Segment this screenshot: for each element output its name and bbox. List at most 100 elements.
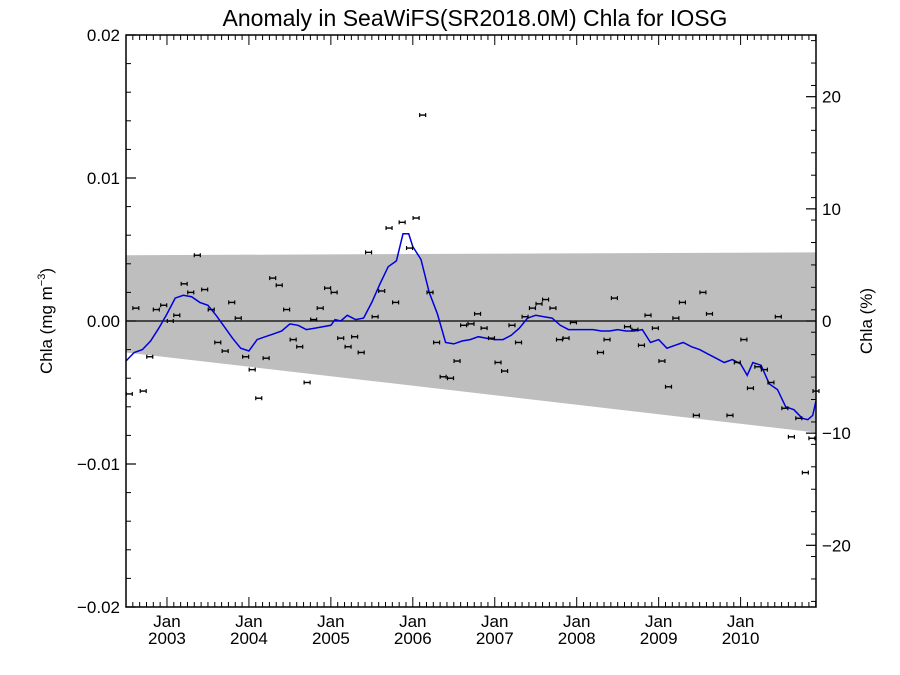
data-point (692, 413, 700, 418)
right-y-axis: −20 −10 0 10 20 (806, 40, 851, 602)
right-tick-label: 0 (822, 312, 831, 331)
data-point (569, 320, 578, 325)
confidence-envelope (126, 252, 816, 433)
data-point (160, 303, 168, 308)
data-point (262, 356, 270, 361)
data-point (152, 307, 160, 312)
left-y-axis: −0.02 −0.01 0.00 0.01 0.02 (77, 26, 136, 617)
left-tick-label: −0.02 (77, 598, 120, 617)
data-point (453, 359, 461, 364)
data-point (289, 337, 297, 342)
right-tick-label: −20 (822, 536, 851, 555)
x-tick-year: 2005 (312, 629, 350, 648)
data-point (494, 360, 502, 365)
data-point (269, 276, 277, 281)
data-point (528, 306, 537, 311)
data-point (371, 314, 379, 319)
data-point (330, 290, 338, 295)
monthly-points-layer (125, 113, 820, 475)
data-point (180, 281, 188, 286)
data-point (132, 306, 140, 311)
data-point (357, 350, 365, 355)
data-point (514, 340, 523, 345)
x-tick-year: 2003 (148, 629, 186, 648)
x-tick-month: Jan (645, 612, 672, 631)
data-point (432, 340, 441, 345)
left-axis-label-close: ) (37, 268, 56, 274)
data-point (303, 380, 311, 385)
right-tick-label: 10 (822, 200, 841, 219)
data-point (705, 311, 714, 316)
data-point (344, 344, 352, 349)
data-point (193, 253, 201, 258)
running-mean-layer (125, 233, 817, 421)
left-axis-label: Chla (mg m−3) (36, 268, 56, 374)
data-point (166, 319, 174, 323)
data-point (228, 300, 236, 305)
x-tick-year: 2007 (476, 629, 514, 648)
chart-title: Anomaly in SeaWiFS(SR2018.0M) Chla for I… (223, 5, 728, 31)
data-point (460, 323, 468, 328)
data-point (651, 326, 659, 331)
data-point (733, 360, 741, 365)
data-point (316, 306, 324, 311)
data-point (467, 321, 475, 326)
x-tick-year: 2004 (230, 629, 268, 648)
data-point (781, 406, 789, 411)
left-axis-label-sup: −3 (36, 274, 48, 287)
data-point (125, 391, 133, 396)
data-point (658, 359, 666, 364)
data-point (795, 416, 803, 421)
data-point (473, 311, 482, 316)
data-point (439, 374, 447, 379)
data-point (398, 220, 406, 225)
data-point (603, 337, 611, 342)
data-point (201, 287, 209, 292)
left-tick-label: 0.01 (87, 169, 120, 188)
data-point (405, 246, 414, 251)
data-point (385, 226, 393, 231)
data-point (296, 344, 304, 349)
data-point (187, 290, 195, 295)
data-point (221, 349, 229, 354)
data-point (283, 307, 291, 312)
data-point (173, 313, 181, 318)
data-point (275, 283, 283, 288)
x-tick-year: 2008 (558, 629, 596, 648)
data-point (596, 350, 605, 355)
data-point (631, 327, 639, 332)
x-tick-year: 2009 (640, 629, 678, 648)
data-point (746, 386, 755, 391)
right-tick-label: 20 (822, 88, 841, 107)
data-point (146, 354, 154, 359)
running-mean-line (125, 233, 817, 421)
envelope-band (126, 252, 816, 433)
x-tick-month: Jan (563, 612, 590, 631)
data-point (664, 384, 673, 389)
data-point (787, 434, 796, 439)
data-point (549, 306, 557, 311)
data-point (419, 113, 427, 118)
right-axis-label: Chla (%) (857, 288, 876, 354)
data-point (480, 326, 488, 331)
data-point (412, 216, 420, 221)
data-point (248, 367, 256, 372)
data-point (508, 323, 516, 328)
data-point (214, 340, 222, 345)
data-point (500, 369, 509, 374)
data-point (487, 336, 496, 341)
data-point (699, 290, 707, 295)
data-point (562, 336, 570, 341)
x-tick-year: 2006 (394, 629, 432, 648)
x-tick-month: Jan (317, 612, 344, 631)
data-point (801, 470, 809, 475)
x-tick-month: Jan (153, 612, 180, 631)
x-tick-month: Jan (399, 612, 426, 631)
data-point (337, 336, 345, 341)
data-point (234, 316, 242, 321)
data-point (392, 300, 400, 305)
data-point (521, 314, 529, 319)
data-point (623, 324, 632, 329)
data-point (139, 389, 147, 394)
data-point (426, 290, 434, 295)
